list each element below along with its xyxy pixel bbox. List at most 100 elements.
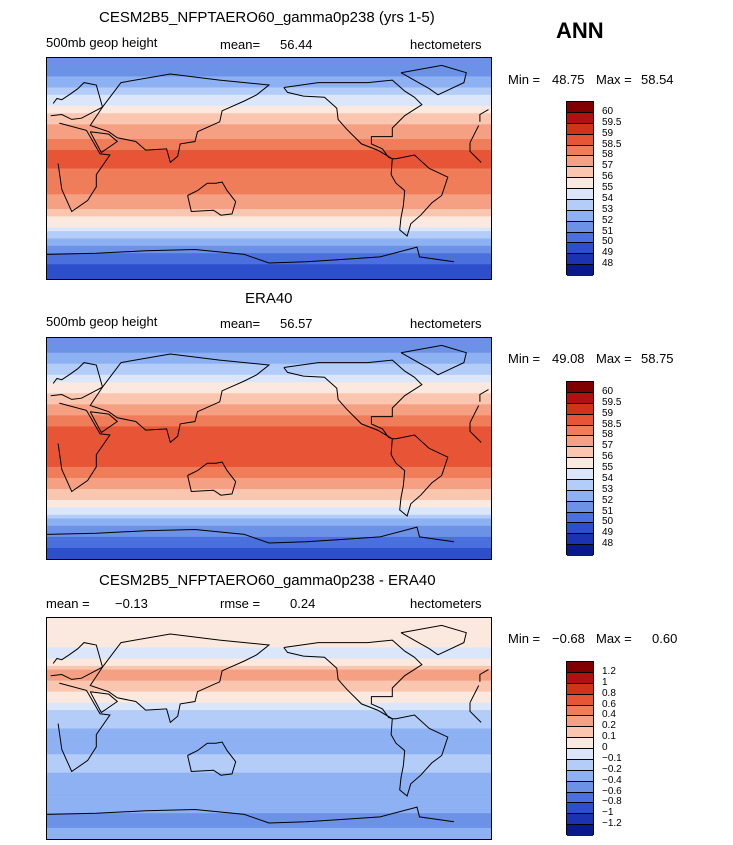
field-band — [47, 437, 491, 442]
field-band — [47, 175, 491, 181]
field-band — [47, 146, 491, 151]
field-band — [47, 724, 491, 730]
africa-outline — [57, 682, 111, 773]
colorbar-tick-label: 60 — [602, 105, 614, 117]
field-band — [47, 463, 491, 468]
panel2-max-label: Max = — [596, 351, 632, 366]
colorbar-tick-label: 49 — [602, 247, 614, 259]
field-band — [47, 522, 491, 527]
field-band — [47, 551, 491, 556]
field-band — [47, 732, 491, 737]
field-band — [47, 378, 491, 383]
colorbar-tick-label: 59 — [602, 127, 614, 139]
panel2-min-value: 49.08 — [552, 351, 585, 366]
colorbar-swatch — [567, 232, 593, 244]
colorbar-swatch — [567, 512, 593, 524]
field-band — [47, 824, 491, 829]
colorbar-swatch — [567, 694, 593, 706]
field-band — [47, 769, 491, 774]
panel3-rmse-value: 0.24 — [290, 596, 316, 611]
south-america-outline — [390, 154, 449, 237]
colorbar-swatch — [567, 705, 593, 717]
field-band — [47, 776, 491, 781]
colorbar-swatch — [567, 534, 593, 546]
field-band — [47, 492, 491, 497]
colorbar-swatch — [567, 265, 593, 276]
colorbar-tick-label: 49 — [602, 527, 614, 539]
north-america-outline — [283, 639, 423, 720]
colorbar-swatch — [567, 210, 593, 222]
asia-outline — [89, 353, 271, 444]
map-canvas — [47, 58, 491, 279]
field-band — [47, 61, 491, 66]
north-america-outline — [283, 359, 423, 440]
colorbar-swatch — [567, 414, 593, 426]
colorbar-swatch — [567, 199, 593, 211]
colorbar-box — [566, 661, 594, 836]
colorbar-tick-label: −1 — [602, 807, 614, 819]
panel2-mean-label: mean= — [220, 316, 261, 331]
field-band — [47, 223, 491, 229]
field-band — [47, 536, 491, 542]
colorbar-swatch — [567, 145, 593, 157]
field-band — [47, 91, 491, 96]
field-band — [47, 153, 491, 159]
colorbar-tick-label: 56 — [602, 451, 614, 463]
europe-outline — [50, 642, 104, 680]
field-band — [47, 629, 491, 634]
field-band — [47, 791, 491, 796]
field-band — [47, 186, 491, 192]
africa-outline — [469, 422, 482, 443]
colorbar-tick-label: 0.4 — [602, 709, 616, 721]
colorbar-tick-label: 54 — [602, 192, 614, 204]
panel1-max-value: 58.54 — [641, 72, 674, 87]
field-band — [47, 190, 491, 195]
field-band — [47, 231, 491, 236]
field-band — [47, 161, 491, 166]
field-band — [47, 164, 491, 170]
field-band — [47, 127, 491, 133]
colorbar-tick-label: −1.2 — [602, 818, 622, 830]
field-band — [47, 76, 491, 81]
africa-outline — [469, 142, 482, 163]
africa-outline — [469, 405, 480, 423]
panel2-min-label: Min = — [508, 351, 541, 366]
colorbar-swatch — [567, 490, 593, 502]
colorbar-tick-label: 58 — [602, 149, 614, 161]
colorbar-swatch — [567, 458, 593, 469]
field-band — [47, 547, 491, 553]
field-band — [47, 805, 491, 811]
africa-outline — [469, 702, 482, 723]
colorbar-tick-label: 50 — [602, 516, 614, 528]
africa-outline — [469, 125, 480, 143]
colorbar-tick-label: 58 — [602, 429, 614, 441]
colorbar-tick-label: −0.8 — [602, 796, 622, 808]
field-band — [47, 338, 491, 343]
panel3-max-label: Max = — [596, 631, 632, 646]
field-band — [47, 105, 491, 111]
field-band — [47, 135, 491, 140]
colorbar-tick-label: 53 — [602, 203, 614, 215]
field-band — [47, 216, 491, 221]
field-band — [47, 706, 491, 711]
field-band — [47, 426, 491, 431]
panel3-max-value: 0.60 — [652, 631, 678, 646]
field-band — [47, 455, 491, 461]
field-band — [47, 58, 491, 63]
field-band — [47, 514, 491, 520]
field-band — [47, 658, 491, 663]
field-band — [47, 511, 491, 516]
panel2-mean-value: 56.57 — [280, 316, 313, 331]
colorbar-swatch — [567, 189, 593, 200]
colorbar-tick-label: 59.5 — [602, 396, 622, 408]
field-band — [47, 209, 491, 214]
field-band — [47, 441, 491, 446]
field-band — [47, 422, 491, 427]
colorbar-tick-label: 57 — [602, 440, 614, 452]
colorbar-swatch — [567, 469, 593, 480]
field-band — [47, 618, 491, 623]
colorbar-tick-label: 0.1 — [602, 731, 616, 743]
panel3-mean-value: −0.13 — [115, 596, 148, 611]
field-band — [47, 625, 491, 630]
field-band — [47, 518, 491, 523]
